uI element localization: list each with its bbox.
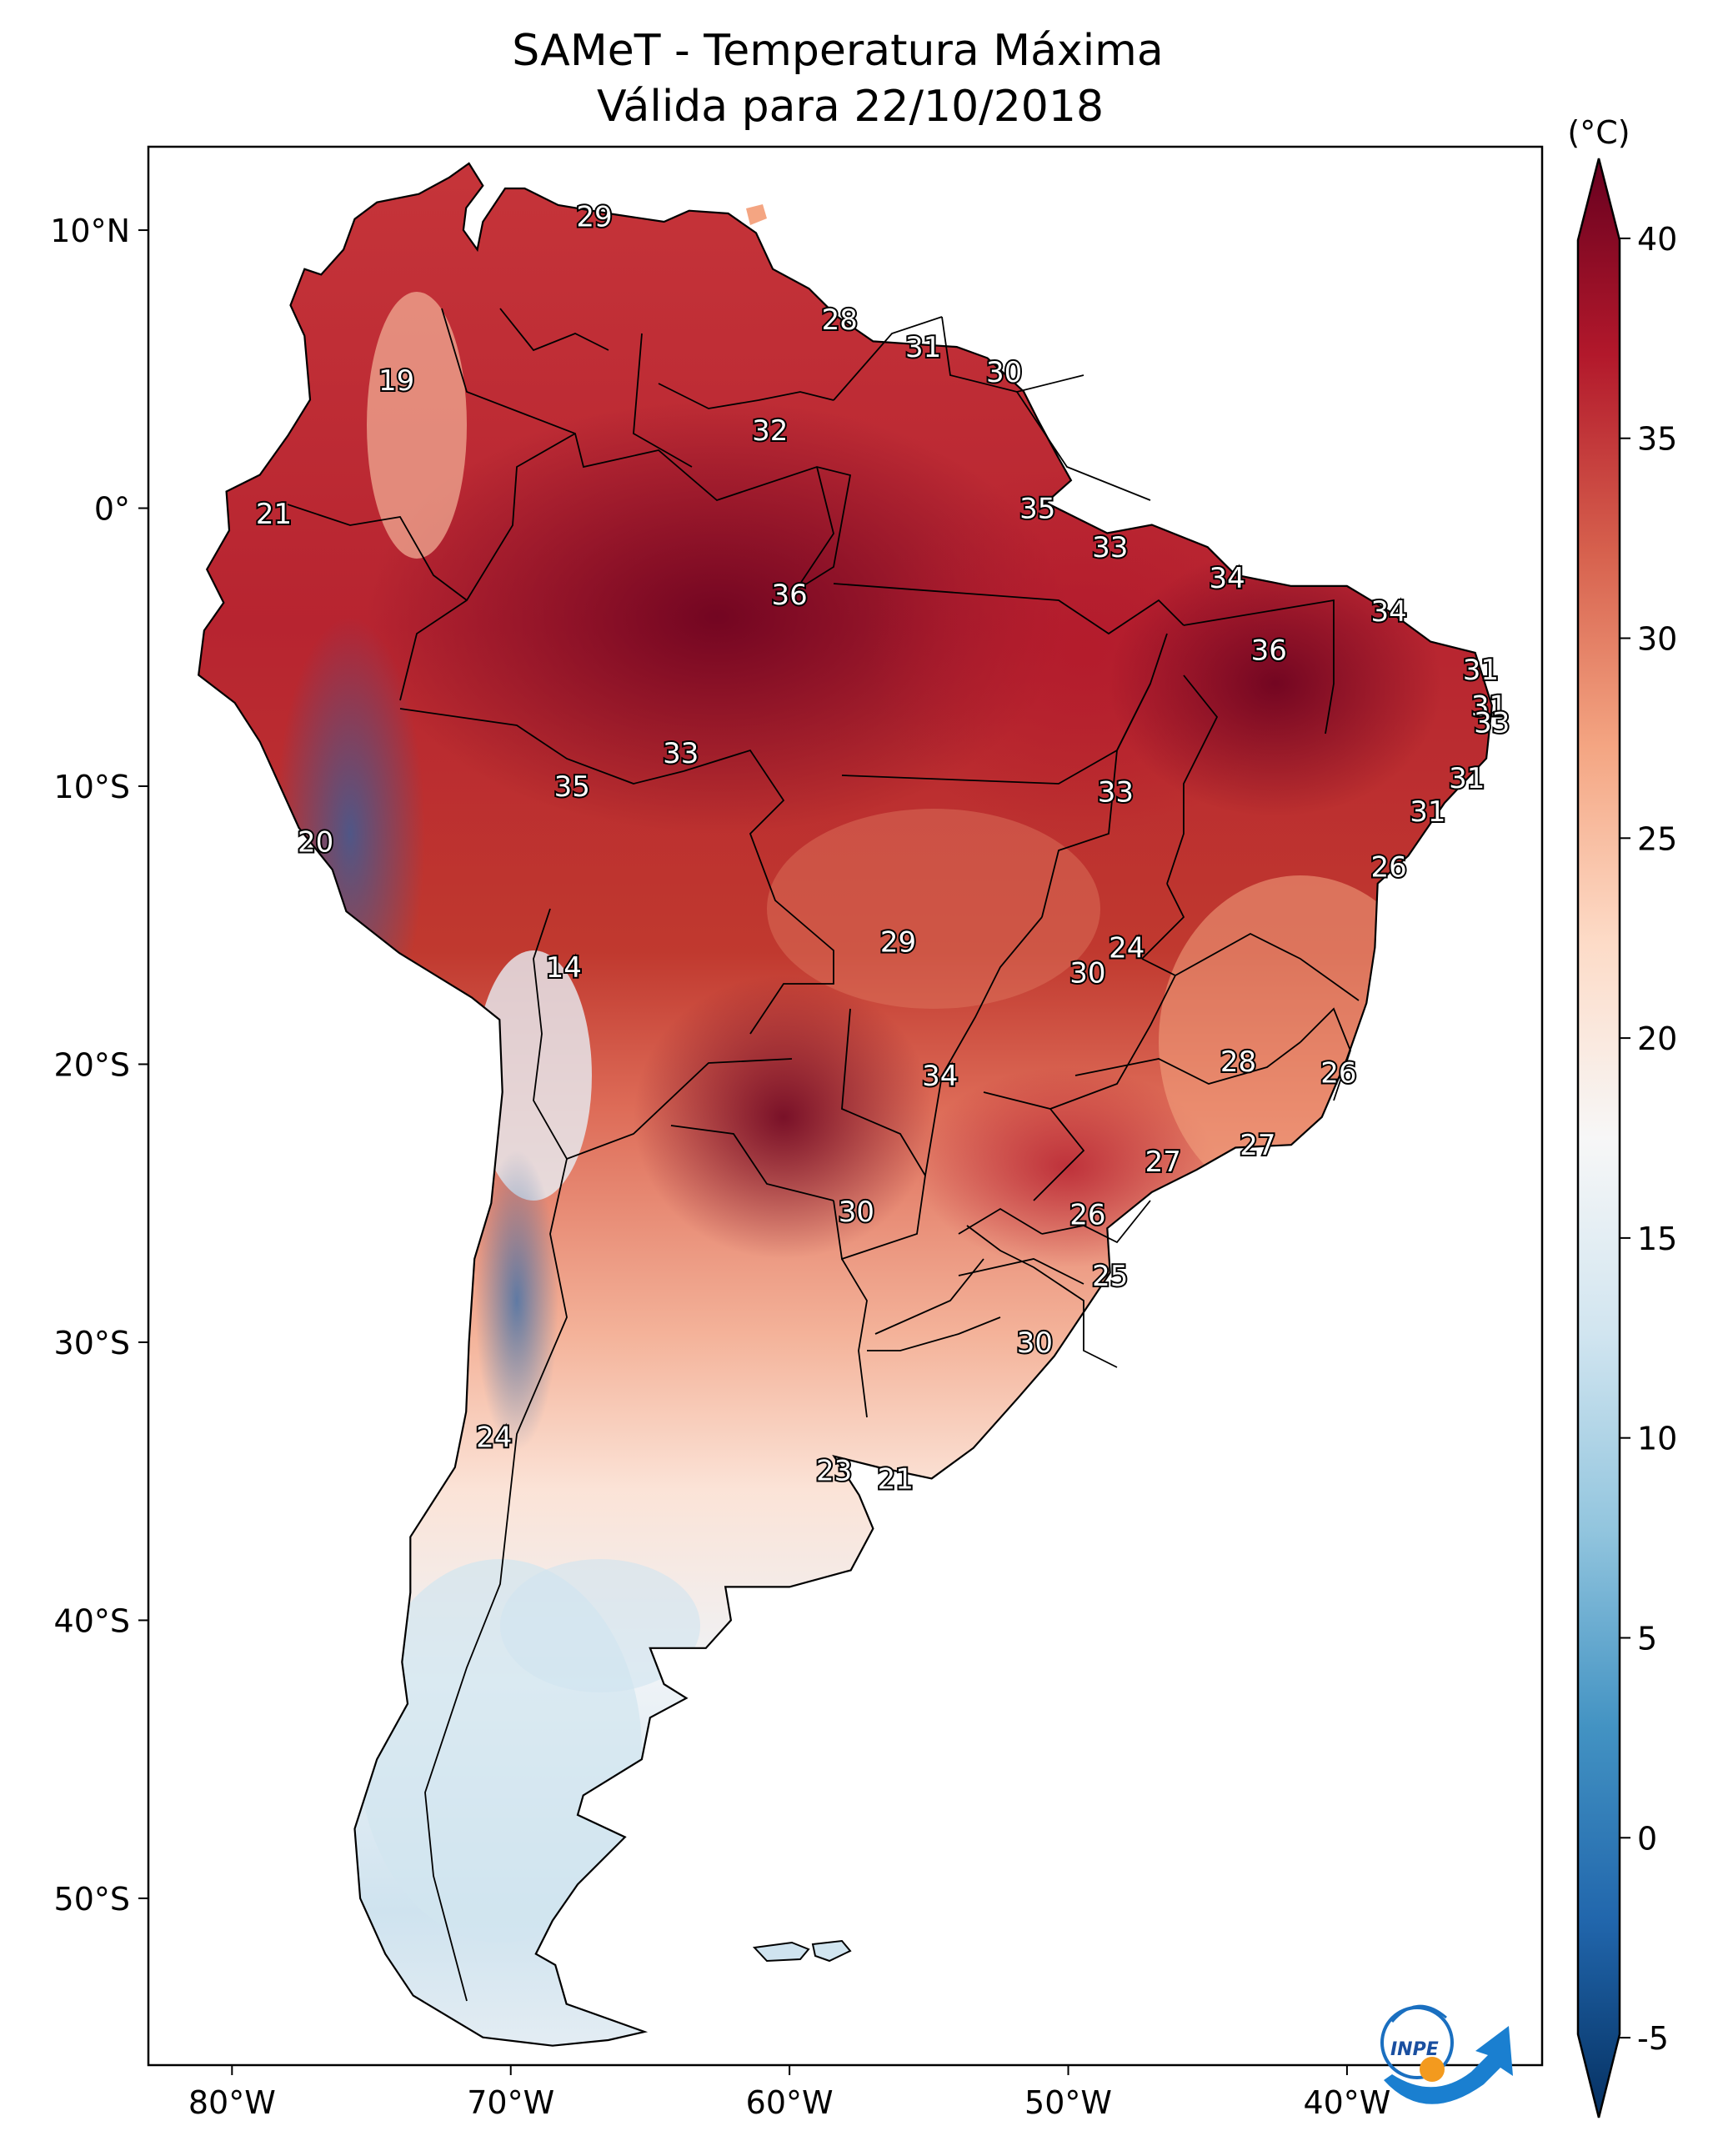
- city-label: 29: [576, 200, 612, 233]
- colorbar-tick-label: 30: [1637, 621, 1677, 658]
- city-label: 30: [986, 356, 1022, 389]
- lon-tick-label: 70°W: [467, 2084, 554, 2121]
- colorbar-bar: [1576, 158, 1621, 2118]
- caribbean-island: [746, 204, 767, 225]
- lat-tick-label: 0°: [94, 491, 130, 528]
- map-title: SAMeT - Temperatura Máxima: [512, 26, 1163, 76]
- city-label: 26: [1320, 1057, 1356, 1091]
- colorbar-tick-label: 40: [1637, 221, 1677, 258]
- colorbar-tick-label: 5: [1637, 1620, 1657, 1657]
- city-label: 23: [816, 1454, 852, 1487]
- city-label: 29: [880, 926, 916, 960]
- colorbar-tick-label: 35: [1637, 421, 1677, 458]
- city-label: 32: [752, 414, 788, 448]
- colorbar-tick-label: 25: [1637, 820, 1677, 857]
- city-label: 27: [1145, 1146, 1181, 1179]
- city-label: 35: [1019, 493, 1055, 526]
- city-label: 34: [922, 1060, 958, 1093]
- city-label: 30: [1017, 1326, 1053, 1360]
- city-label: 34: [1370, 595, 1406, 629]
- city-label: 27: [1240, 1129, 1275, 1162]
- colorbar-unit: (°C): [1567, 114, 1630, 151]
- city-label: 33: [1098, 776, 1134, 810]
- city-label: 24: [476, 1421, 512, 1454]
- city-label: 31: [1410, 795, 1445, 829]
- lon-tick-label: 60°W: [746, 2084, 834, 2121]
- city-label: 20: [298, 826, 333, 860]
- city-label: 28: [822, 303, 858, 337]
- map-subtitle: Válida para 22/10/2018: [597, 82, 1104, 132]
- falkland-islands: [752, 1941, 810, 1963]
- city-label: 28: [1220, 1045, 1256, 1079]
- city-label: 19: [378, 364, 414, 398]
- city-label: 14: [546, 951, 582, 985]
- city-label: 31: [1471, 689, 1507, 723]
- lon-tick-label: 80°W: [188, 2084, 276, 2121]
- city-label: 30: [839, 1196, 874, 1229]
- longitude-ticks: 80°W 70°W 60°W 50°W 40°W: [188, 2065, 1390, 2121]
- lat-tick-label: 50°S: [54, 1881, 130, 1918]
- city-label: 21: [878, 1462, 914, 1496]
- city-label: 26: [1069, 1199, 1105, 1232]
- country-borders: [287, 308, 1360, 2002]
- city-label: 31: [1449, 762, 1485, 795]
- latitude-ticks: 10°N 0° 10°S 20°S 30°S 40°S 50°S: [50, 213, 148, 1918]
- colorbar-tick-label: -5: [1637, 2020, 1669, 2057]
- lat-tick-label: 10°N: [50, 213, 130, 249]
- city-label: 36: [1251, 634, 1287, 668]
- logo-ring-icon: [1380, 2006, 1454, 2079]
- colorbar-tick-label: 10: [1637, 1421, 1677, 1457]
- colorbar-tick-label: 15: [1637, 1221, 1677, 1257]
- colorbar: (°C) 40 35 30 25 20 15 10 5 0 -5: [1567, 114, 1677, 2118]
- lat-tick-label: 30°S: [54, 1325, 130, 1361]
- city-label: 35: [554, 770, 590, 804]
- city-label: 31: [905, 331, 941, 364]
- map-frame: [147, 145, 1544, 2067]
- city-label: 30: [1069, 956, 1105, 990]
- logo-arrow-icon: [1384, 2026, 1513, 2104]
- colorbar-tick-label: 0: [1637, 1820, 1657, 1857]
- city-label: 36: [771, 579, 807, 612]
- city-label: 31: [1463, 654, 1499, 687]
- city-label: 26: [1370, 851, 1406, 885]
- city-label: 33: [1474, 706, 1510, 740]
- city-label: 21: [256, 498, 292, 531]
- lat-tick-label: 20°S: [54, 1046, 130, 1083]
- city-label: 24: [1109, 931, 1144, 965]
- lon-tick-label: 50°W: [1024, 2084, 1112, 2121]
- lat-tick-label: 40°S: [54, 1602, 130, 1639]
- lat-tick-label: 10°S: [54, 769, 130, 805]
- colorbar-ticks: 40 35 30 25 20 15 10 5 0 -5: [1620, 221, 1677, 2057]
- city-label: 33: [1092, 531, 1128, 564]
- lon-tick-label: 40°W: [1303, 2084, 1390, 2121]
- city-label: 34: [1209, 562, 1245, 595]
- inpe-logo: INPE: [1380, 2004, 1513, 2104]
- city-label: 33: [663, 737, 699, 770]
- colorbar-tick-label: 20: [1637, 1020, 1677, 1057]
- city-label: 25: [1092, 1260, 1128, 1293]
- falkland-islands-east: [811, 1939, 852, 1963]
- logo-sun-icon: [1420, 2057, 1445, 2082]
- logo-text: INPE: [1390, 2039, 1439, 2060]
